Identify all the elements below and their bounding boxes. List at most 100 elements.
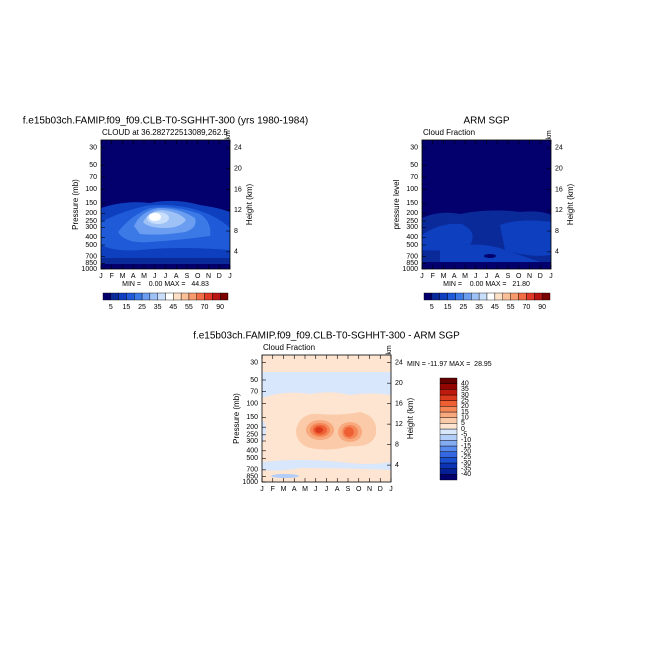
colorbar-label: -40 — [461, 471, 471, 478]
colorbar-box — [196, 292, 205, 301]
y-tick-label: 200 — [85, 210, 97, 217]
x-tick-label: D — [217, 273, 222, 280]
colorbar-box — [439, 440, 458, 447]
y-tick-label: 250 — [85, 218, 97, 225]
x-tick-label: N — [527, 273, 532, 280]
x-tick-label: J — [549, 273, 553, 280]
colorbar-box — [439, 389, 458, 396]
y-tick-label: 500 — [406, 242, 418, 249]
chart-title: f.e15b03ch.FAMIP.f09_f09.CLB-T0-SGHHT-30… — [193, 331, 460, 342]
colorbar-box — [439, 400, 458, 407]
colorbar-box — [463, 292, 472, 301]
x-tick-label: J — [389, 486, 393, 493]
x-tick-label: S — [506, 273, 511, 280]
y-tick-label: 700 — [246, 467, 258, 474]
chart-subtitle: Cloud Fraction — [423, 128, 475, 137]
y-tick-label: 400 — [246, 448, 258, 455]
x-tick-label: A — [174, 273, 179, 280]
colorbar-label: 35 — [475, 304, 483, 311]
y2-tick-label: 16 — [395, 400, 403, 407]
y2-tick-label: 20 — [395, 380, 403, 387]
y2-tick-label: 24 — [234, 145, 242, 152]
x-tick-label: M — [141, 273, 147, 280]
colorbar-box — [141, 292, 151, 301]
y-tick-label: 500 — [85, 242, 97, 249]
colorbar-box — [439, 383, 458, 390]
y-tick-label: 300 — [85, 224, 97, 231]
colorbar-box — [439, 457, 458, 464]
colorbar-label: -35 — [461, 466, 471, 473]
colorbar-label: 70 — [522, 304, 530, 311]
colorbar-box — [439, 462, 458, 469]
y2-tick-label: 20 — [555, 165, 563, 172]
colorbar-label: 5 — [109, 304, 113, 311]
x-tick-label: O — [516, 273, 522, 280]
colorbar-label: 45 — [169, 304, 177, 311]
y2-tick-label: 12 — [395, 421, 403, 428]
y2-tick-label: 4 — [234, 249, 238, 256]
y-axis-label: Pressure (mb) — [232, 393, 241, 444]
x-tick-label: A — [292, 486, 297, 493]
colorbar-label: 30 — [461, 392, 469, 399]
colorbar-box — [478, 292, 488, 301]
colorbar-box — [439, 434, 458, 441]
x-tick-label: M — [441, 273, 447, 280]
colorbar-label: 35 — [461, 386, 469, 393]
colorbar-label: -25 — [461, 454, 471, 461]
x-tick-label: J — [228, 273, 232, 280]
y-tick-label: 100 — [85, 186, 97, 193]
colorbar-box — [439, 428, 458, 435]
colorbar-label: 55 — [507, 304, 515, 311]
x-tick-label: O — [195, 273, 201, 280]
colorbar-box — [149, 292, 158, 301]
colorbar-box — [502, 292, 511, 301]
y2-tick-label: 12 — [555, 207, 563, 214]
x-tick-label: J — [420, 273, 424, 280]
colorbar-box — [110, 292, 119, 301]
y-tick-label: 850 — [406, 260, 418, 267]
x-tick-label: O — [356, 486, 362, 493]
colorbar-label: 0 — [461, 426, 465, 433]
corner-label: km — [386, 345, 393, 355]
colorbar-box — [486, 292, 496, 301]
y-tick-label: 400 — [406, 234, 418, 241]
y2-tick-label: 16 — [234, 186, 242, 193]
colorbar-box — [431, 292, 440, 301]
colorbar-label: 20 — [461, 403, 469, 410]
stats: MIN = 0.00 MAX = 44.83 — [122, 281, 209, 288]
y-tick-label: 500 — [246, 455, 258, 462]
x-tick-label: S — [346, 486, 351, 493]
colorbar-box — [423, 292, 433, 301]
colorbar-label: 25 — [461, 398, 469, 405]
contour-field — [422, 140, 551, 269]
colorbar-label: 15 — [123, 304, 131, 311]
colorbar-label: 15 — [461, 409, 469, 416]
y2-axis-label: Height (km) — [566, 183, 575, 225]
y2-tick-label: 12 — [234, 207, 242, 214]
colorbar-box — [518, 292, 527, 301]
x-tick-label: M — [302, 486, 308, 493]
colorbar-box — [439, 411, 458, 418]
chart-subtitle: Cloud Fraction — [263, 343, 315, 352]
colorbar-label: 55 — [185, 304, 193, 311]
colorbar-label: 90 — [216, 304, 224, 311]
y-tick-label: 70 — [89, 174, 97, 181]
x-tick-label: J — [99, 273, 103, 280]
colorbar-box — [212, 292, 221, 301]
x-tick-label: J — [325, 486, 329, 493]
colorbar-label: -5 — [461, 432, 467, 439]
colorbar-box — [439, 474, 458, 481]
colorbar-box — [534, 292, 543, 301]
y-tick-label: 700 — [85, 254, 97, 261]
colorbar-box — [134, 292, 143, 301]
x-tick-label: J — [260, 486, 264, 493]
stats: MIN = 0.00 MAX = 21.80 — [443, 281, 530, 288]
y-tick-label: 250 — [406, 218, 418, 225]
y-tick-label: 30 — [89, 145, 97, 152]
colorbar-box — [180, 292, 190, 301]
chart-title: ARM SGP — [463, 116, 509, 127]
colorbar-label: 5 — [461, 420, 465, 427]
y-tick-label: 70 — [250, 388, 258, 395]
y2-axis-label: Height (km) — [245, 183, 254, 225]
